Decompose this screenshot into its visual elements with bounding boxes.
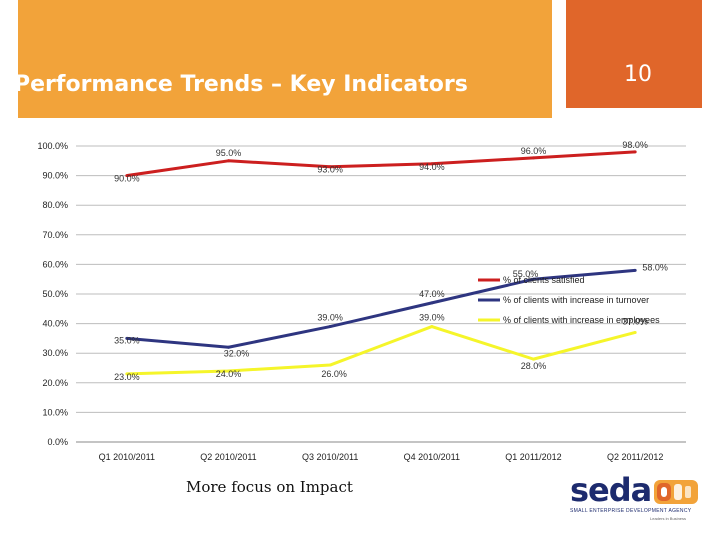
page-number: 10: [624, 62, 652, 87]
data-label: 37.0%: [622, 316, 648, 326]
data-point: [227, 159, 230, 163]
y-tick-label: 20.0%: [42, 378, 68, 388]
title-bar: [18, 0, 552, 118]
data-label: 93.0%: [317, 165, 343, 175]
data-point: [227, 345, 230, 349]
data-label: 23.0%: [114, 372, 140, 382]
data-label: 95.0%: [216, 148, 242, 158]
data-label: 39.0%: [317, 313, 343, 323]
y-tick-label: 40.0%: [42, 319, 68, 329]
data-label: 24.0%: [216, 369, 242, 379]
page-number-box: 10: [566, 0, 702, 108]
data-label: 90.0%: [114, 174, 140, 184]
y-tick-label: 100.0%: [37, 141, 68, 151]
data-point: [532, 357, 535, 361]
data-point: [430, 162, 434, 166]
data-point: [328, 165, 332, 169]
data-label: 94.0%: [419, 162, 445, 172]
data-point: [430, 301, 434, 305]
logo-word: seda: [570, 471, 652, 509]
data-point: [328, 363, 332, 367]
data-label: 58.0%: [642, 262, 668, 272]
data-label: 55.0%: [513, 269, 539, 279]
data-point: [125, 372, 129, 376]
y-tick-label: 80.0%: [42, 200, 68, 210]
data-point: [532, 156, 535, 160]
data-point: [633, 330, 637, 334]
logo-tagline: Leaders in Business: [650, 516, 687, 521]
x-tick-label: Q2 2010/2011: [200, 452, 256, 462]
data-point: [125, 174, 129, 178]
x-tick-label: Q2 2011/2012: [607, 452, 663, 462]
x-tick-label: Q1 2010/2011: [99, 452, 155, 462]
footer-text: More focus on Impact: [186, 478, 353, 496]
y-tick-label: 10.0%: [42, 407, 68, 417]
x-tick-label: Q4 2010/2011: [404, 452, 460, 462]
y-tick-label: 60.0%: [42, 259, 68, 269]
data-label: 35.0%: [114, 335, 140, 345]
data-point: [328, 325, 332, 329]
data-label: 47.0%: [419, 289, 445, 299]
data-point: [633, 150, 637, 154]
data-label: 39.0%: [419, 313, 445, 323]
legend-entry: % of clients with increase in turnover: [503, 295, 649, 305]
y-tick-label: 90.0%: [42, 171, 68, 181]
logo-subtitle: SMALL ENTERPRISE DEVELOPMENT AGENCY: [570, 508, 692, 514]
x-tick-label: Q3 2010/2011: [302, 452, 358, 462]
slide-title: Performance Trends – Key Indicators: [14, 72, 468, 97]
y-tick-label: 70.0%: [42, 230, 68, 240]
data-point: [633, 268, 637, 272]
data-label: 96.0%: [521, 146, 547, 156]
seda-logo: seda SMALL ENTERPRISE DEVELOPMENT AGENCY…: [570, 474, 700, 530]
data-point: [430, 325, 434, 329]
y-tick-label: 30.0%: [42, 348, 68, 358]
data-point: [227, 369, 230, 373]
legend-entry: % of clients with increase in employees: [503, 315, 660, 325]
legend-entry: % of clients satisfied: [503, 275, 585, 285]
series-line: [126, 268, 636, 349]
data-point: [532, 277, 535, 281]
data-label: 28.0%: [521, 361, 547, 371]
data-label: 98.0%: [622, 140, 648, 150]
data-label: 32.0%: [224, 348, 250, 358]
y-tick-label: 50.0%: [42, 289, 68, 299]
data-label: 26.0%: [321, 369, 347, 379]
data-point: [125, 336, 129, 340]
y-tick-label: 0.0%: [47, 437, 68, 447]
logo-mark-icon: [654, 480, 698, 504]
series-line: [126, 150, 636, 178]
series-line: [126, 325, 636, 376]
x-tick-label: Q1 2011/2012: [505, 452, 561, 462]
